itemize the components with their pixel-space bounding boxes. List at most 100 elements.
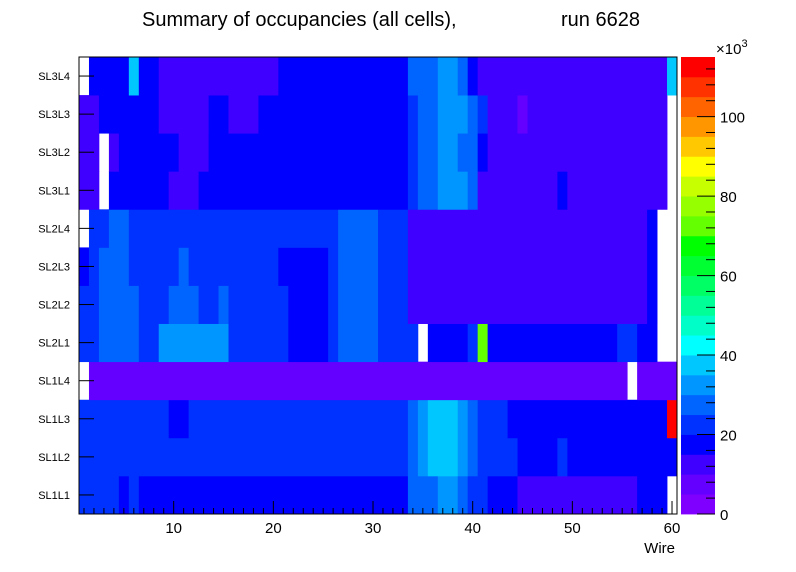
color-scale-band [681, 494, 715, 515]
cell-sl2l3-w2-2 [88, 247, 100, 286]
cell-sl1l4-w57-60 [637, 361, 678, 401]
cell-sl3l2-w4-4 [108, 133, 120, 172]
cell-sl1l2-w11-33 [178, 437, 409, 477]
cell-sl3l4-w9-20 [158, 57, 279, 96]
color-scale-band [681, 394, 715, 416]
cell-sl2l2-w3-6 [98, 285, 140, 324]
cell-sl2l3-w12-20 [188, 247, 279, 286]
cell-sl3l1-w13-33 [198, 171, 409, 210]
cell-sl1l2-w41-44 [477, 437, 518, 477]
cell-sl3l2-w42-59 [487, 133, 668, 172]
cell-sl2l1-w42-54 [487, 323, 618, 363]
cell-sl1l1-w40-41 [467, 475, 489, 515]
cell-sl3l2-w35-36 [417, 133, 439, 172]
cell-sl3l3-w45-45 [517, 95, 528, 134]
cell-sl2l4-w6-25 [128, 209, 329, 248]
cell-sl1l2-w34-34 [407, 437, 419, 477]
x-axis: 10 20 30 40 50 60 [83, 501, 681, 537]
color-scale-band [681, 374, 715, 396]
cell-sl3l2-w40-40 [467, 133, 479, 172]
cell-sl2l4-w58-58 [647, 209, 658, 248]
cell-sl2l1-w16-21 [228, 323, 289, 363]
cell-sl3l3-w40-40 [467, 95, 479, 134]
color-scale-band [681, 176, 715, 197]
x-tick-label: 30 [365, 520, 382, 537]
color-scale-band [681, 196, 715, 217]
cell-sl1l1-w34-36 [407, 475, 439, 515]
cell-sl3l4-w60-60 [667, 57, 678, 96]
cell-sl2l2-w31-33 [378, 285, 409, 324]
x-tick-label: 10 [165, 520, 182, 537]
y-tick-label: SL2L3 [38, 261, 70, 273]
y-tick-label: SL3L2 [38, 147, 70, 159]
color-scale-band [681, 235, 715, 257]
cell-sl3l3-w35-36 [417, 95, 439, 134]
cell-sl2l3-w3-5 [98, 247, 130, 286]
cell-sl3l3-w34-34 [407, 95, 419, 134]
y-tick-label: SL1L4 [38, 376, 70, 388]
cell-sl3l4-w34-36 [407, 57, 439, 96]
cell-sl2l1-w57-58 [637, 323, 658, 363]
color-scale-band [681, 335, 715, 356]
cell-sl1l2-w35-35 [417, 437, 429, 477]
cell-sl2l2-w27-30 [338, 285, 379, 324]
y-tick-label: SL2L2 [38, 300, 70, 312]
z-tick-label: 20 [720, 428, 737, 445]
cell-sl3l1-w49-49 [557, 171, 568, 210]
z-tick-label: 80 [720, 189, 737, 206]
cell-sl2l3-w27-30 [338, 247, 379, 286]
cell-sl3l1-w34-34 [407, 171, 419, 210]
z-tick-label: 100 [720, 110, 745, 127]
y-tick-label: SL1L3 [38, 414, 70, 426]
cell-sl2l1-w3-6 [98, 323, 140, 363]
cell-sl3l1-w37-39 [437, 171, 469, 210]
z-tick-label: 40 [720, 348, 737, 365]
cell-sl3l1-w4-9 [108, 171, 170, 210]
cell-sl2l1-w40-40 [467, 323, 479, 363]
cell-sl3l2-w5-10 [118, 133, 180, 172]
cell-sl3l4-w37-38 [437, 57, 459, 96]
y-tick-label: SL3L4 [38, 71, 70, 83]
z-tick-label: 60 [720, 269, 737, 286]
cell-sl1l3-w35-35 [417, 399, 429, 439]
color-scale-band [681, 215, 715, 237]
cell-sl3l3-w42-44 [487, 95, 518, 134]
color-scale-multiplier-exponent: 3 [741, 38, 747, 50]
cell-sl1l1-w39-39 [457, 475, 469, 515]
cell-sl3l2-w11-13 [178, 133, 209, 172]
cell-sl2l3-w58-58 [647, 247, 658, 286]
cell-sl3l3-w9-13 [158, 95, 209, 134]
cell-sl3l1-w50-59 [567, 171, 668, 210]
cell-sl3l2-w37-38 [437, 133, 459, 172]
cell-sl1l3-w10-11 [168, 399, 190, 439]
heatmap-cells [79, 57, 678, 515]
cell-sl1l1-w45-56 [517, 475, 638, 515]
color-scale-band [681, 156, 715, 177]
cell-sl1l3-w12-33 [188, 399, 409, 439]
cell-sl2l1-w26-26 [328, 323, 339, 363]
cell-sl1l3-w36-38 [427, 399, 459, 439]
cell-sl3l1-w41-48 [477, 171, 558, 210]
cell-sl2l3-w11-11 [178, 247, 190, 286]
cell-sl2l2-w15-15 [218, 285, 229, 324]
cell-sl3l3-w19-33 [258, 95, 409, 134]
y-tick-label: SL3L1 [38, 185, 70, 197]
x-tick-label: 60 [664, 520, 681, 537]
cell-sl2l2-w16-21 [228, 285, 289, 324]
color-scale-band [681, 57, 715, 78]
cell-sl1l1-w57-59 [637, 475, 668, 515]
color-scale-multiplier: ×103 [716, 38, 748, 58]
cell-sl2l1-w41-41 [477, 323, 489, 363]
y-tick-label: SL1L1 [38, 490, 70, 502]
cell-sl3l1-w40-40 [467, 171, 479, 210]
color-scale-band [681, 136, 715, 157]
cell-sl1l3-w34-34 [407, 399, 419, 439]
y-tick-label: SL2L4 [38, 223, 70, 235]
cell-sl2l3-w34-57 [407, 247, 648, 286]
y-tick-label: SL3L3 [38, 109, 70, 121]
color-scale-band [681, 295, 715, 316]
cell-sl2l2-w7-9 [138, 285, 170, 324]
cell-sl1l2-w1-10 [79, 437, 180, 477]
cell-sl3l4-w6-6 [128, 57, 140, 96]
